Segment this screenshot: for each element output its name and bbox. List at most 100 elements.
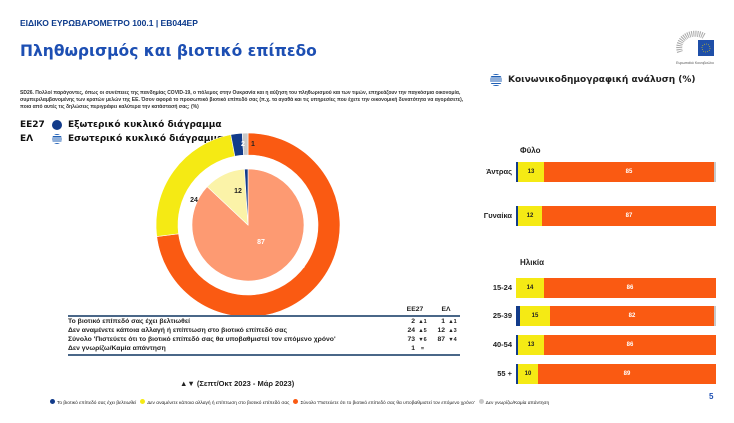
bar-segment: 86 xyxy=(544,335,716,355)
stacked-bar: 12 87 xyxy=(516,206,716,226)
el-value: 1 xyxy=(441,318,445,325)
bar-segment: 82 xyxy=(550,306,714,326)
label-eu-dont-know: 1 xyxy=(251,141,255,148)
bar-value: 13 xyxy=(527,342,535,348)
greek-flag-icon xyxy=(52,134,62,144)
european-parliament-logo xyxy=(676,30,714,56)
period-note: ▲▼ (Σεπτ/Οκτ 2023 - Μάρ 2023) xyxy=(180,379,295,388)
bar-segment: 86 xyxy=(544,278,716,298)
el-value: 87 xyxy=(437,336,445,343)
stacked-bar: 15 82 xyxy=(516,306,716,326)
bar-value: 86 xyxy=(626,342,634,348)
bar-value: 14 xyxy=(526,285,534,291)
bar-value: 82 xyxy=(628,313,636,319)
el-change: ▲3 xyxy=(448,327,457,334)
row-label: Δεν αναμένετε κάποια αλλαγή ή επίπτωση σ… xyxy=(68,327,287,334)
outer-slice-improved xyxy=(230,132,244,157)
bar-value: 86 xyxy=(626,285,634,291)
eu27-change: ▲1 xyxy=(418,318,427,325)
bar-value: 85 xyxy=(625,169,633,175)
bar-segment xyxy=(714,162,716,182)
bar-label: 40-54 xyxy=(492,340,512,349)
group-title: Φύλο xyxy=(520,146,541,155)
stacked-bar: 10 89 xyxy=(516,364,716,384)
bar-row: 55 + 10 89 xyxy=(470,364,734,384)
bar-segment: 10 xyxy=(518,364,538,384)
el-change: ▼4 xyxy=(448,336,457,343)
inner-slice-improved xyxy=(244,168,249,226)
bar-value: 87 xyxy=(625,213,633,219)
row-label: Σύνολο 'Πιστεύετε ότι το βιοτικό επίπεδό… xyxy=(68,336,336,343)
bar-row: 40-54 13 86 xyxy=(470,335,734,355)
bottom-legend: Το βιοτικό επίπεδό σας έχει βελτιωθεί Δεν… xyxy=(50,399,549,406)
outer-slice-worse xyxy=(156,132,341,318)
eu27-value: 24 xyxy=(407,327,415,334)
legend-text: Σύνολο 'Πιστεύετε ότι το βιοτικό επίπεδό… xyxy=(300,401,475,406)
bar-label: 15-24 xyxy=(492,283,512,292)
bar-segment: 13 xyxy=(518,335,544,355)
bar-row: 25-39 15 82 xyxy=(470,306,734,326)
row-label: Δεν γνωρίζω/Καμία απάντηση xyxy=(68,345,166,352)
bar-value: 89 xyxy=(623,371,631,377)
bar-row: Γυναίκα 12 87 xyxy=(470,206,734,226)
bar-segment xyxy=(714,306,716,326)
page-title: Πληθωρισμός και βιοτικό επίπεδο xyxy=(20,42,317,60)
legend-key: ΕΕ27 xyxy=(20,120,45,130)
bar-segment: 15 xyxy=(520,306,550,326)
legend-swatch-icon xyxy=(140,399,146,404)
bar-segment xyxy=(516,335,518,355)
stacked-bar: 13 85 xyxy=(516,162,716,182)
legend-item: Δεν αναμένετε κάποια αλλαγή ή επίπτωση σ… xyxy=(140,399,289,406)
label-el-no-change: 12 xyxy=(234,188,242,195)
socio-title-text: Κοινωνικοδημογραφική ανάλυση (%) xyxy=(508,75,696,85)
el-value: 12 xyxy=(437,327,445,334)
bar-value: 12 xyxy=(526,213,534,219)
inner-slice-no-change xyxy=(206,168,249,226)
legend-label: Εσωτερικό κυκλικό διάγραμμα xyxy=(68,134,224,144)
bar-segment xyxy=(516,306,520,326)
bar-segment: 87 xyxy=(542,206,716,226)
bar-label: Γυναίκα xyxy=(483,211,512,220)
table-row: Δεν αναμένετε κάποια αλλαγή ή επίπτωση σ… xyxy=(68,326,460,335)
bar-label: 25-39 xyxy=(492,311,512,320)
inner-slice-worse xyxy=(191,168,305,282)
legend-swatch-icon xyxy=(478,399,484,404)
stacked-bar: 13 86 xyxy=(516,335,716,355)
label-eu-no-change: 24 xyxy=(190,197,198,204)
label-eu-improved: 2 xyxy=(241,141,245,148)
bar-segment: 85 xyxy=(544,162,714,182)
legend-text: Δεν αναμένετε κάποια αλλαγή ή επίπτωση σ… xyxy=(147,401,290,406)
bar-row: Άντρας 13 85 xyxy=(470,162,734,182)
legend-key: ΕΛ xyxy=(20,134,34,144)
bar-label: 55 + xyxy=(497,369,512,378)
group-title: Ηλικία xyxy=(520,258,545,267)
legend-eu27: ΕΕ27 Εξωτερικό κυκλικό διάγραμμα xyxy=(20,120,222,130)
legend-el: ΕΛ Εσωτερικό κυκλικό διάγραμμα xyxy=(20,134,223,144)
legend-swatch-icon xyxy=(293,399,299,404)
bar-segment: 13 xyxy=(518,162,544,182)
bar-segment: 89 xyxy=(538,364,716,384)
stacked-bar: 14 86 xyxy=(516,278,716,298)
logo-text: Ευρωπαϊκό Κοινοβούλιο xyxy=(676,61,714,65)
greek-flag-icon xyxy=(490,74,502,86)
col-eu27: ΕΕ27 xyxy=(406,306,424,313)
label-eu-worse: 73 xyxy=(297,263,305,270)
table-row: Δεν γνωρίζω/Καμία απάντηση 1 = xyxy=(68,344,460,353)
bar-value: 13 xyxy=(527,169,535,175)
label-el-worse: 87 xyxy=(257,239,265,246)
outer-slice-dont-know xyxy=(241,132,249,156)
table-row: Το βιοτικό επίπεδό σας έχει βελτιωθεί 2 … xyxy=(68,317,460,326)
eu27-value: 1 xyxy=(411,345,415,352)
bar-segment xyxy=(516,206,518,226)
legend-label: Εξωτερικό κυκλικό διάγραμμα xyxy=(68,120,222,130)
bar-segment xyxy=(516,162,518,182)
eu27-value: 2 xyxy=(411,318,415,325)
bar-value: 15 xyxy=(531,313,539,319)
results-table: ΕΕ27 ΕΛ Το βιοτικό επίπεδό σας έχει βελτ… xyxy=(68,306,460,356)
eu-dot-icon xyxy=(52,120,62,130)
legend-swatch-icon xyxy=(50,399,55,404)
bar-segment: 14 xyxy=(516,278,544,298)
socio-title: Κοινωνικοδημογραφική ανάλυση (%) xyxy=(490,74,696,86)
survey-label: ΕΙΔΙΚΟ ΕΥΡΩΒΑΡΟΜΕΤΡΟ 100.1 | EB044EP xyxy=(20,18,198,28)
el-change: ▲1 xyxy=(448,318,457,325)
